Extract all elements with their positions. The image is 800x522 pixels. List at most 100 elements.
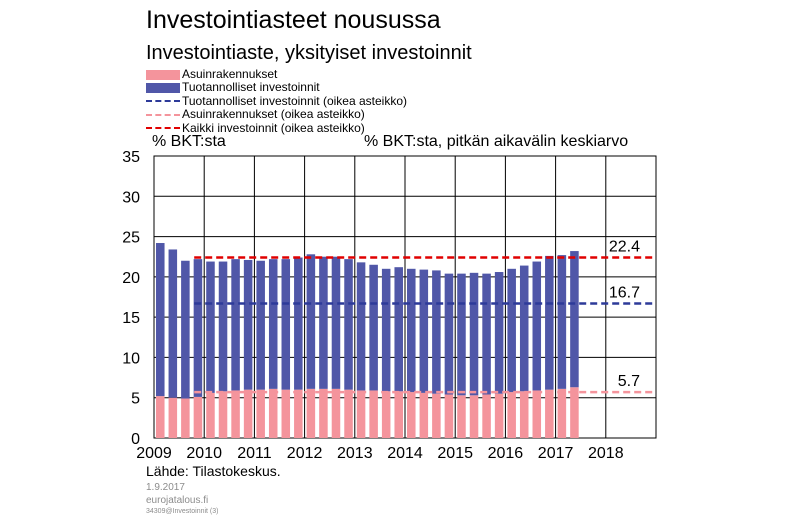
bar-segment [494,272,504,394]
bar-segment [432,393,441,438]
bar-segment [482,273,491,395]
bar-segment [193,396,203,438]
bar-segment [381,268,391,392]
bar-segment [381,391,391,438]
bar-segment [243,389,253,438]
legend-item: Kaikki investoinnit (oikea asteikko) [146,120,407,135]
bar-segment [344,259,353,390]
legend-item: Asuinrakennukset (oikea asteikko) [146,107,407,122]
bar-segment [507,268,516,393]
reference-label: 5.7 [618,373,640,390]
x-tick-label: 2015 [437,445,473,462]
bar-segment [532,261,542,391]
bar-segment [557,388,567,438]
legend-swatch [146,127,180,130]
bar-segment [369,264,378,391]
bar-segment [218,261,228,392]
bar-segment [243,259,253,390]
bar-segment [519,265,529,392]
site-name: eurojatalous.fi [146,495,209,506]
legend-label: Asuinrakennukset (oikea asteikko) [182,107,365,122]
y-tick-label: 25 [122,230,140,247]
bar-segment [432,270,441,394]
bar-segment [545,389,554,438]
bar-segment [306,388,316,438]
legend-label: Kaikki investoinnit (oikea asteikko) [182,120,365,135]
x-tick-label: 2012 [287,445,323,462]
bar-segment [407,392,416,438]
bar-segment [206,392,215,438]
x-tick-label: 2017 [538,445,574,462]
legend-label: Asuinrakennukset [182,67,278,81]
y-axis-unit-left: % BKT:sta [152,133,226,150]
legend-swatch [146,100,180,103]
x-tick-label: 2009 [136,445,172,462]
bar-segment [231,390,240,438]
x-tick-label: 2013 [337,445,373,462]
x-tick-label: 2014 [387,445,423,462]
bar-segment [331,388,341,438]
bar-segment [256,389,265,438]
bar-segment [193,259,203,397]
bar-segment [156,243,165,397]
bar-segment [356,390,366,438]
bar-segment [218,391,228,438]
legend-item: Tuotannolliset investoinnit [146,80,407,95]
bar-segment [419,392,429,438]
bar-segment [319,388,328,438]
bar-segment [469,395,479,438]
legend-label: Tuotannolliset investoinnit [182,80,320,95]
x-tick-label: 2011 [237,445,272,462]
y-tick-label: 35 [122,149,140,166]
y-axis-unit-right: % BKT:sta, pitkän aikavälin keskiarvo [364,133,629,150]
bar-segment [268,388,278,438]
bar-segment [156,396,165,438]
bar-segment [419,269,429,393]
publish-date: 1.9.2017 [146,482,185,493]
legend-swatch [146,69,180,80]
legend-label: Tuotannolliset investoinnit (oikea astei… [182,93,408,108]
bar-segment [331,256,341,389]
chart-title: Investointiasteet nousussa [146,6,441,34]
bar-segment [181,398,190,438]
bar-segment [545,255,554,390]
bar-segment [532,390,542,438]
bar-segment [457,395,466,438]
y-tick-label: 0 [131,431,140,448]
y-tick-label: 15 [122,310,140,327]
bar-segment [444,394,454,438]
legend-swatch [146,83,180,94]
bar-segment [494,393,504,438]
bar-segment [444,273,454,395]
bar-segment [168,397,178,438]
y-tick-label: 30 [122,189,140,206]
bar-segment [407,268,416,393]
bar-segment [457,273,466,396]
legend: Asuinrakennukset Tuotannolliset investoi… [146,67,408,135]
bar-segment [507,392,516,438]
bar-segment [469,272,479,396]
y-tick-label: 10 [122,350,140,367]
bar-segment [181,260,190,399]
bar-segment [319,256,328,389]
bar-segment [394,391,403,438]
bar-segment [168,249,178,398]
x-tick-label: 2010 [186,445,222,462]
bar-segment [570,387,579,438]
bar-segment [570,251,579,388]
legend-item: Tuotannolliset investoinnit (oikea astei… [146,93,408,108]
x-tick-label: 2018 [588,445,624,462]
plot-frame [153,155,657,439]
bar-segment [482,394,491,438]
chart-subtitle: Investointiaste, yksityiset investoinnit [146,42,472,64]
legend-swatch [146,113,180,116]
source-note: Lähde: Tilastokeskus. [146,463,281,479]
bar-segment [557,255,567,389]
y-tick-label: 5 [131,391,140,408]
bar-segment [369,390,378,438]
bar-segment [394,267,403,392]
reference-label: 16.7 [609,284,640,301]
bar-segment [344,389,353,438]
bar-segment [206,261,215,393]
